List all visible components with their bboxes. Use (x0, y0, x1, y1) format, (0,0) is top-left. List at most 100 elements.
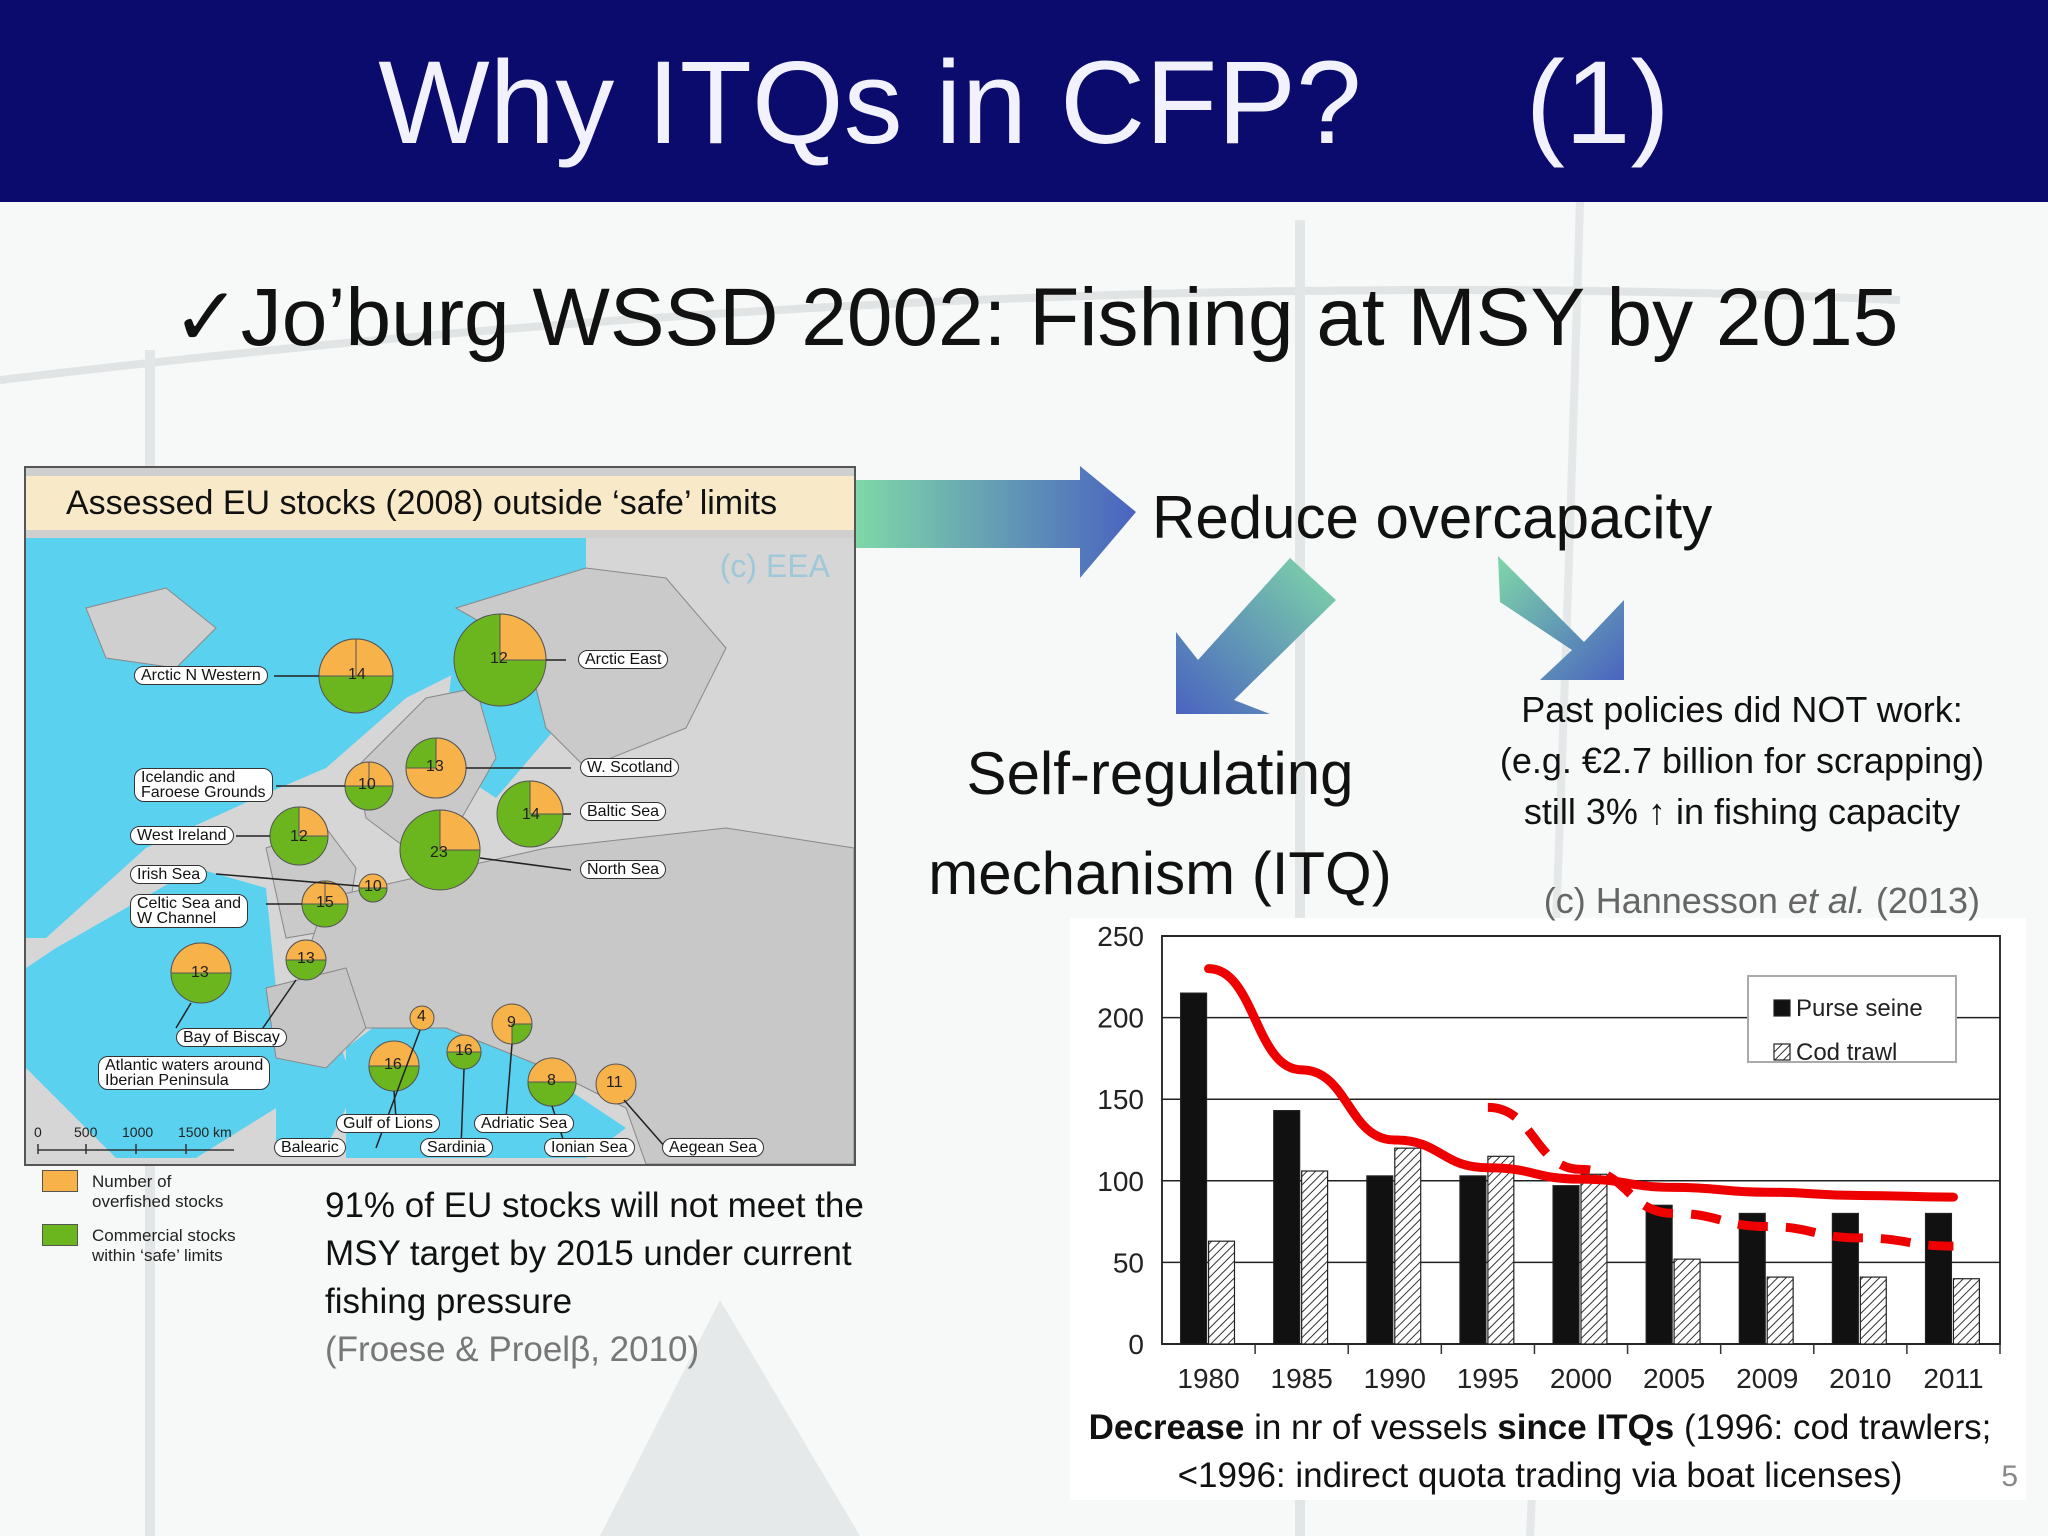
pie-number-sardinia: 16 (455, 1042, 473, 1059)
bullet-text: Jo’burg WSSD 2002: Fishing at MSY by 201… (240, 272, 1899, 363)
pie-number-biscay: 13 (297, 950, 315, 967)
pie-balearic (409, 1005, 435, 1031)
legend-safe-text: Commercial stocks within ‘safe’ limits (92, 1226, 236, 1265)
x-tick-label: 2011 (1923, 1363, 1983, 1394)
label-biscay: Bay of Biscay (176, 1028, 287, 1047)
pie-number-adriatic: 9 (507, 1014, 516, 1031)
label-irish-sea: Irish Sea (130, 865, 208, 884)
bar-cod-trawl (1859, 1276, 1887, 1345)
pie-biscay (285, 939, 327, 981)
y-tick-label: 100 (1097, 1166, 1144, 1197)
pie-w-scotland (405, 737, 467, 799)
pie-aegean (595, 1063, 637, 1105)
label-baltic: Baltic Sea (580, 802, 667, 821)
stocks-citation: (Froese & Proelβ, 2010) (325, 1330, 700, 1369)
scale-1000: 1000 (122, 1124, 154, 1140)
pie-number-iceland: 10 (358, 776, 376, 793)
y-tick-label: 200 (1097, 1003, 1144, 1034)
stocks-statement: 91% of EU stocks will not meet the MSY t… (325, 1186, 864, 1321)
label-balearic: Balearic (274, 1138, 346, 1157)
pie-number-north-sea: 23 (430, 844, 448, 861)
self-regulating-mechanism: Self-regulating mechanism (ITQ) (928, 740, 1392, 907)
label-sardinia: Sardinia (420, 1138, 493, 1157)
scale-0: 0 (34, 1124, 42, 1140)
legend-swatch (1773, 1043, 1791, 1061)
bar-purse-seine (1459, 1175, 1487, 1345)
pie-adriatic (491, 1003, 533, 1045)
bar-purse-seine (1924, 1212, 1953, 1345)
pie-number-baltic: 14 (522, 806, 540, 823)
pie-number-arctic-east: 12 (490, 650, 508, 667)
y-tick-label: 50 (1113, 1247, 1144, 1278)
page-number: 5 (2001, 1460, 2018, 1493)
x-tick-label: 1995 (1457, 1363, 1519, 1394)
label-arctic-nw: Arctic N Western (134, 666, 268, 685)
legend-overfished-swatch (42, 1170, 78, 1192)
pie-arctic-nw (318, 638, 394, 714)
label-north-sea: North Sea (580, 860, 667, 879)
label-arctic-east: Arctic East (578, 650, 669, 669)
pie-number-celtic: 15 (316, 894, 334, 911)
map-title: Assessed EU stocks (2008) outside ‘safe’… (26, 476, 854, 530)
bar-cod-trawl (1580, 1173, 1608, 1345)
pie-arctic-east (453, 613, 547, 707)
x-tick-label: 2005 (1643, 1363, 1705, 1394)
label-adriatic: Adriatic Sea (474, 1114, 575, 1133)
pie-number-iberia: 13 (191, 964, 209, 981)
pie-north-sea (399, 809, 481, 891)
y-tick-label: 0 (1128, 1329, 1144, 1360)
label-west-ireland: West Ireland (130, 826, 234, 845)
y-tick-label: 250 (1097, 921, 1144, 952)
bar-purse-seine (1180, 992, 1208, 1345)
pie-celtic (301, 880, 349, 928)
bar-cod-trawl (1673, 1258, 1701, 1345)
trend-line-solid (1204, 964, 1958, 1202)
bar-purse-seine (1738, 1212, 1766, 1345)
x-tick-label: 2009 (1736, 1363, 1798, 1394)
legend-label: Cod trawl (1796, 1039, 1897, 1066)
map-graphic (26, 538, 854, 1164)
y-tick-label: 150 (1097, 1084, 1144, 1115)
legend-overfished-text: Number of overfished stocks (92, 1172, 224, 1211)
bar-purse-seine (1552, 1185, 1580, 1345)
checkmark-icon: ✓ (172, 272, 241, 363)
x-tick-label: 2010 (1829, 1363, 1891, 1394)
title-bar: Why ITQs in CFP? (1) (0, 0, 2048, 202)
label-aegean: Aegean Sea (662, 1138, 765, 1157)
past-policies: Past policies did NOT work: (e.g. €2.7 b… (1499, 689, 1985, 832)
pie-west-ireland (269, 806, 329, 866)
trend-line-dashed (1487, 1102, 1954, 1251)
pie-number-aegean: 11 (606, 1074, 623, 1091)
bar-cod-trawl (1301, 1170, 1329, 1345)
bar-purse-seine (1645, 1204, 1673, 1345)
label-celtic: Celtic Sea and W Channel (130, 894, 249, 928)
x-tick-label: 1990 (1364, 1363, 1426, 1394)
pie-number-w-scotland: 13 (426, 758, 444, 775)
scale-500: 500 (74, 1124, 98, 1140)
chart-citation: (c) Hannesson et al. (2013) (1543, 880, 1980, 921)
label-iberia: Atlantic waters around Iberian Peninsula (98, 1056, 271, 1090)
pie-iceland (344, 761, 394, 811)
pie-ionian (527, 1057, 577, 1107)
pie-number-west-ireland: 12 (290, 828, 308, 845)
label-iceland: Icelandic and Faroese Grounds (134, 768, 273, 802)
legend-label: Purse seine (1796, 995, 1923, 1022)
slide-title: Why ITQs in CFP? (1) (378, 37, 1670, 169)
chart-legend: Purse seine Cod trawl (1747, 975, 1957, 1066)
chart-caption: Decrease in nr of vessels since ITQs (19… (1088, 1408, 1992, 1495)
bar-cod-trawl (1766, 1276, 1794, 1345)
label-w-scotland: W. Scotland (580, 758, 680, 777)
bar-purse-seine (1273, 1110, 1301, 1345)
main-bullet: ✓Jo’burg WSSD 2002: Fishing at MSY by 20… (172, 268, 1898, 368)
x-tick-label: 2000 (1550, 1363, 1612, 1394)
scale-1500: 1500 km (178, 1124, 232, 1140)
label-ionian: Ionian Sea (544, 1138, 635, 1157)
bar-cod-trawl (1394, 1147, 1422, 1345)
map-credit: (c) EEA (719, 548, 830, 584)
pie-sardinia (446, 1034, 482, 1070)
pie-irish-sea (358, 873, 388, 903)
eu-stocks-map: Assessed EU stocks (2008) outside ‘safe’… (24, 466, 856, 1166)
reduce-overcapacity: Reduce overcapacity (1152, 484, 1713, 551)
pie-baltic (496, 780, 564, 848)
